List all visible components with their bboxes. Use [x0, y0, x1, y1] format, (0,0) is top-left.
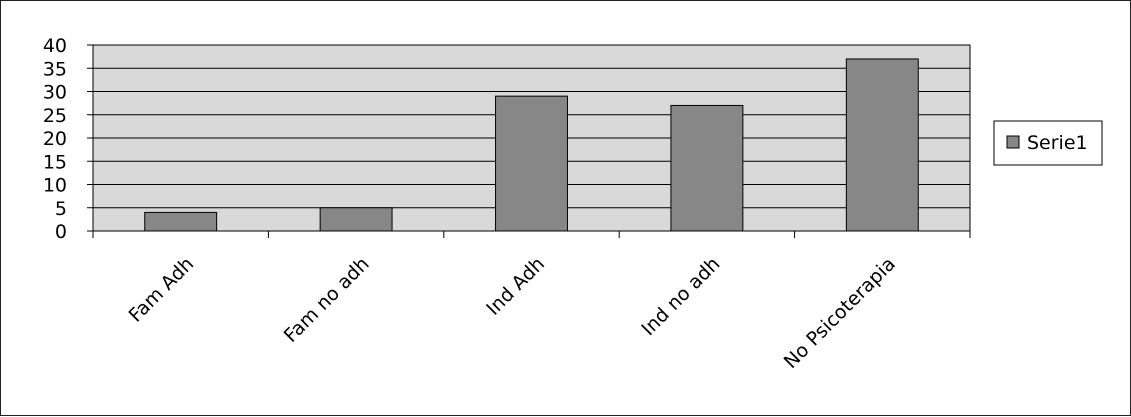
bar-fam-no-adh — [319, 207, 393, 232]
legend-swatch — [1006, 135, 1020, 149]
y-tick-label: 40 — [43, 35, 67, 57]
y-tick-label: 35 — [43, 58, 67, 80]
category-label: Fam no adh — [280, 253, 374, 347]
bars — [144, 58, 919, 232]
bar-ind-no-adh — [670, 104, 744, 232]
axes — [87, 44, 971, 238]
y-tick-label: 0 — [55, 221, 67, 243]
legend: Serie1 — [993, 120, 1103, 166]
y-tick-label: 20 — [43, 128, 67, 150]
category-labels: Fam Adh Fam no adh Ind Adh Ind no adh No Psi… — [125, 253, 900, 373]
category-label: Fam Adh — [125, 253, 199, 327]
y-tick-label: 15 — [43, 151, 67, 173]
category-label: Ind Adh — [482, 253, 549, 320]
category-label: Ind no adh — [637, 253, 724, 340]
category-label: No Psicoterapia — [780, 253, 900, 373]
y-tick-label: 10 — [43, 175, 67, 197]
y-tick-label: 25 — [43, 105, 67, 127]
y-tick-label: 30 — [43, 82, 67, 104]
bar-fam-adh — [144, 211, 218, 232]
bar-no-psicoterapia — [845, 58, 919, 232]
y-tick-label: 5 — [55, 198, 67, 220]
legend-label-serie1: Serie1 — [1027, 132, 1088, 154]
bar-ind-adh — [495, 95, 568, 232]
